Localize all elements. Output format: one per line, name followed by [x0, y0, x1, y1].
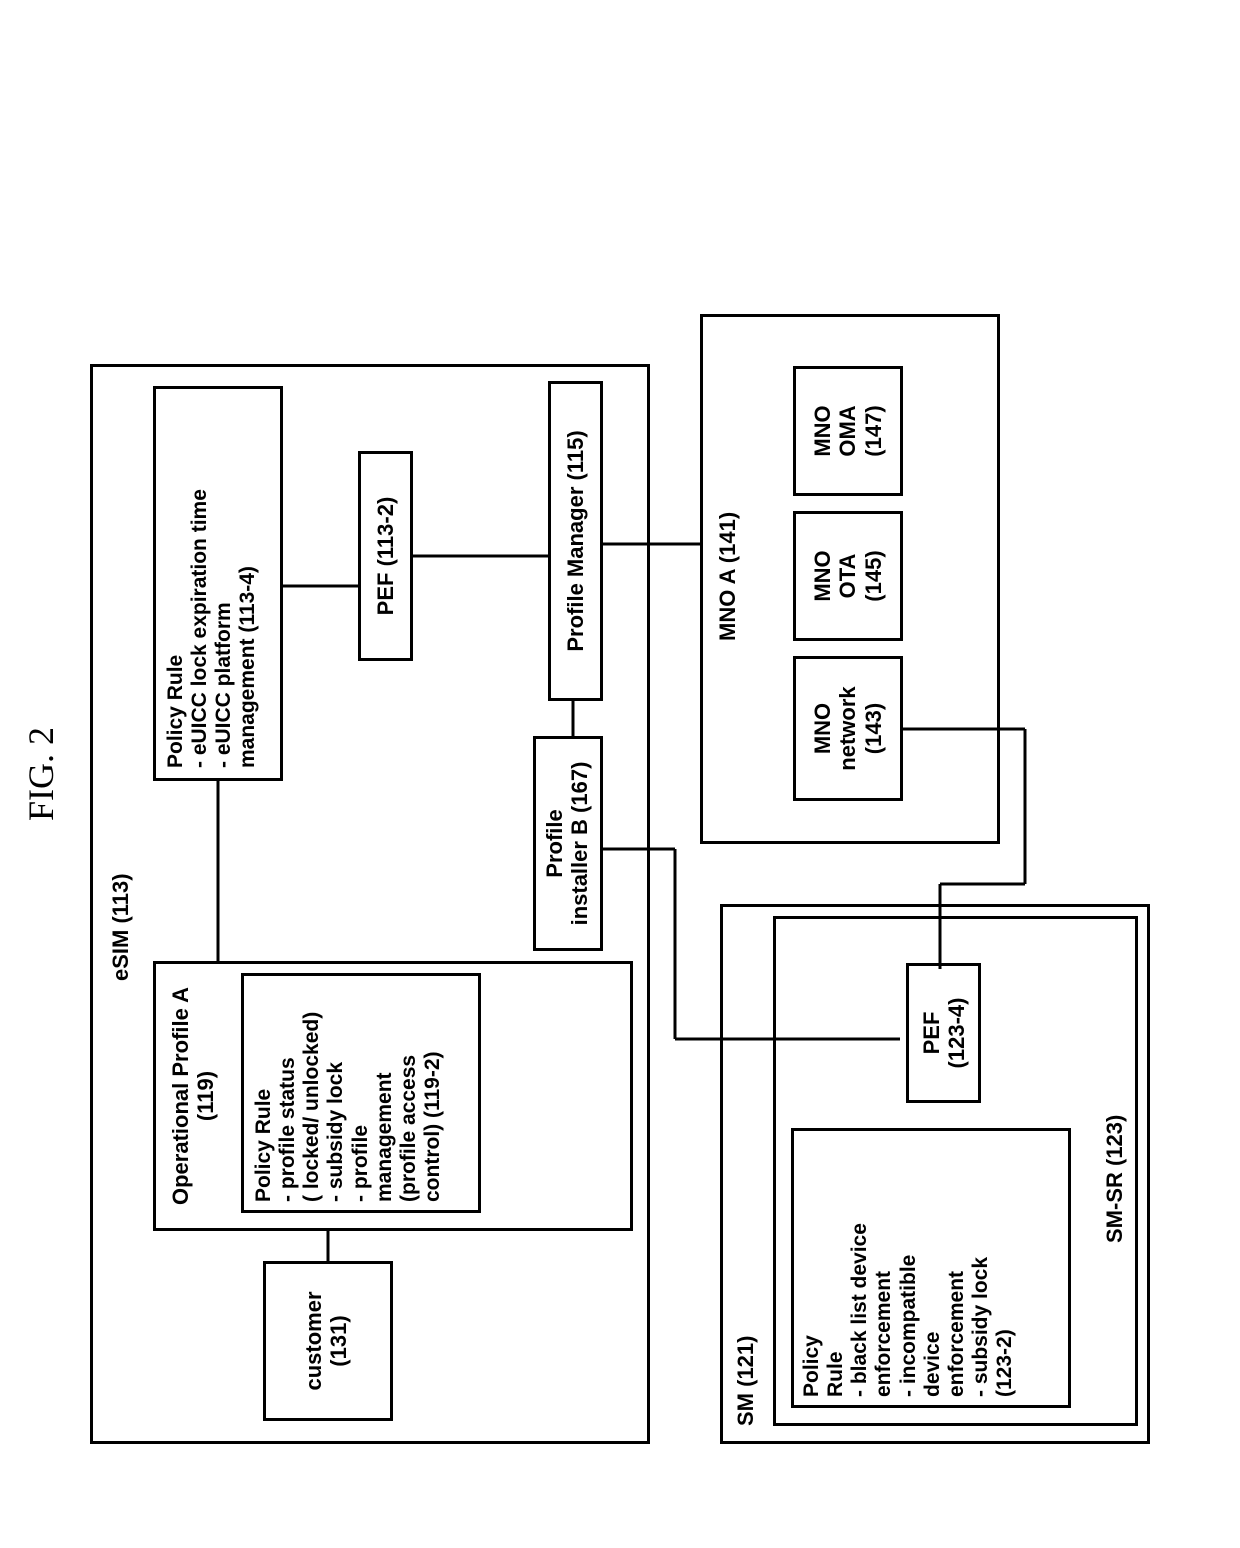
mno-label: MNO A (141) — [715, 512, 740, 641]
sm-sr-box: SM-SR (123) Policy Rule - black list dev… — [773, 916, 1138, 1426]
sm-sr-policy-box: Policy Rule - black list device enforcem… — [791, 1128, 1071, 1408]
sm-sr-pef-label: PEF (123-4) — [919, 966, 970, 1100]
profile-manager-label: Profile Manager (115) — [563, 384, 588, 698]
op-profile-policy-box: Policy Rule - profile status ( locked/ u… — [241, 973, 481, 1213]
customer-label: customer (131) — [301, 1264, 352, 1418]
op-profile-policy-text: Policy Rule - profile status ( locked/ u… — [252, 1012, 445, 1202]
sm-sr-policy-text: Policy Rule - black list device enforcem… — [800, 1223, 1017, 1397]
mno-ota-box: MNO OTA (145) — [793, 511, 903, 641]
op-profile-title: Operational Profile A (119) — [168, 964, 219, 1228]
sm-label: SM (121) — [733, 1336, 758, 1426]
profile-installer-box: Profile installer B (167) — [533, 736, 603, 951]
esim-label: eSIM (113) — [108, 873, 133, 981]
sm-box: SM (121) SM-SR (123) Policy Rule - black… — [720, 904, 1150, 1444]
mno-network-label: MNO network (143) — [810, 659, 886, 798]
pef-label: PEF (113-2) — [373, 454, 398, 658]
figure-title: FIG. 2 — [20, 24, 62, 1524]
pef-box: PEF (113-2) — [358, 451, 413, 661]
sm-sr-pef-box: PEF (123-4) — [906, 963, 981, 1103]
sm-sr-label: SM-SR (123) — [1102, 1115, 1127, 1243]
mno-oma-box: MNO OMA (147) — [793, 366, 903, 496]
mno-box: MNO A (141) MNO network (143) MNO OTA (1… — [700, 314, 1000, 844]
customer-box: customer (131) — [263, 1261, 393, 1421]
esim-box: eSIM (113) customer (131) Operational Pr… — [90, 364, 650, 1444]
profile-manager-box: Profile Manager (115) — [548, 381, 603, 701]
op-profile-box: Operational Profile A (119) Policy Rule … — [153, 961, 633, 1231]
esim-policy-text: Policy Rule - eUICC lock expiration time… — [164, 489, 261, 768]
profile-installer-label: Profile installer B (167) — [542, 739, 593, 948]
mno-oma-label: MNO OMA (147) — [810, 369, 886, 493]
mno-ota-label: MNO OTA (145) — [810, 514, 886, 638]
mno-network-box: MNO network (143) — [793, 656, 903, 801]
esim-policy-box: Policy Rule - eUICC lock expiration time… — [153, 386, 283, 781]
